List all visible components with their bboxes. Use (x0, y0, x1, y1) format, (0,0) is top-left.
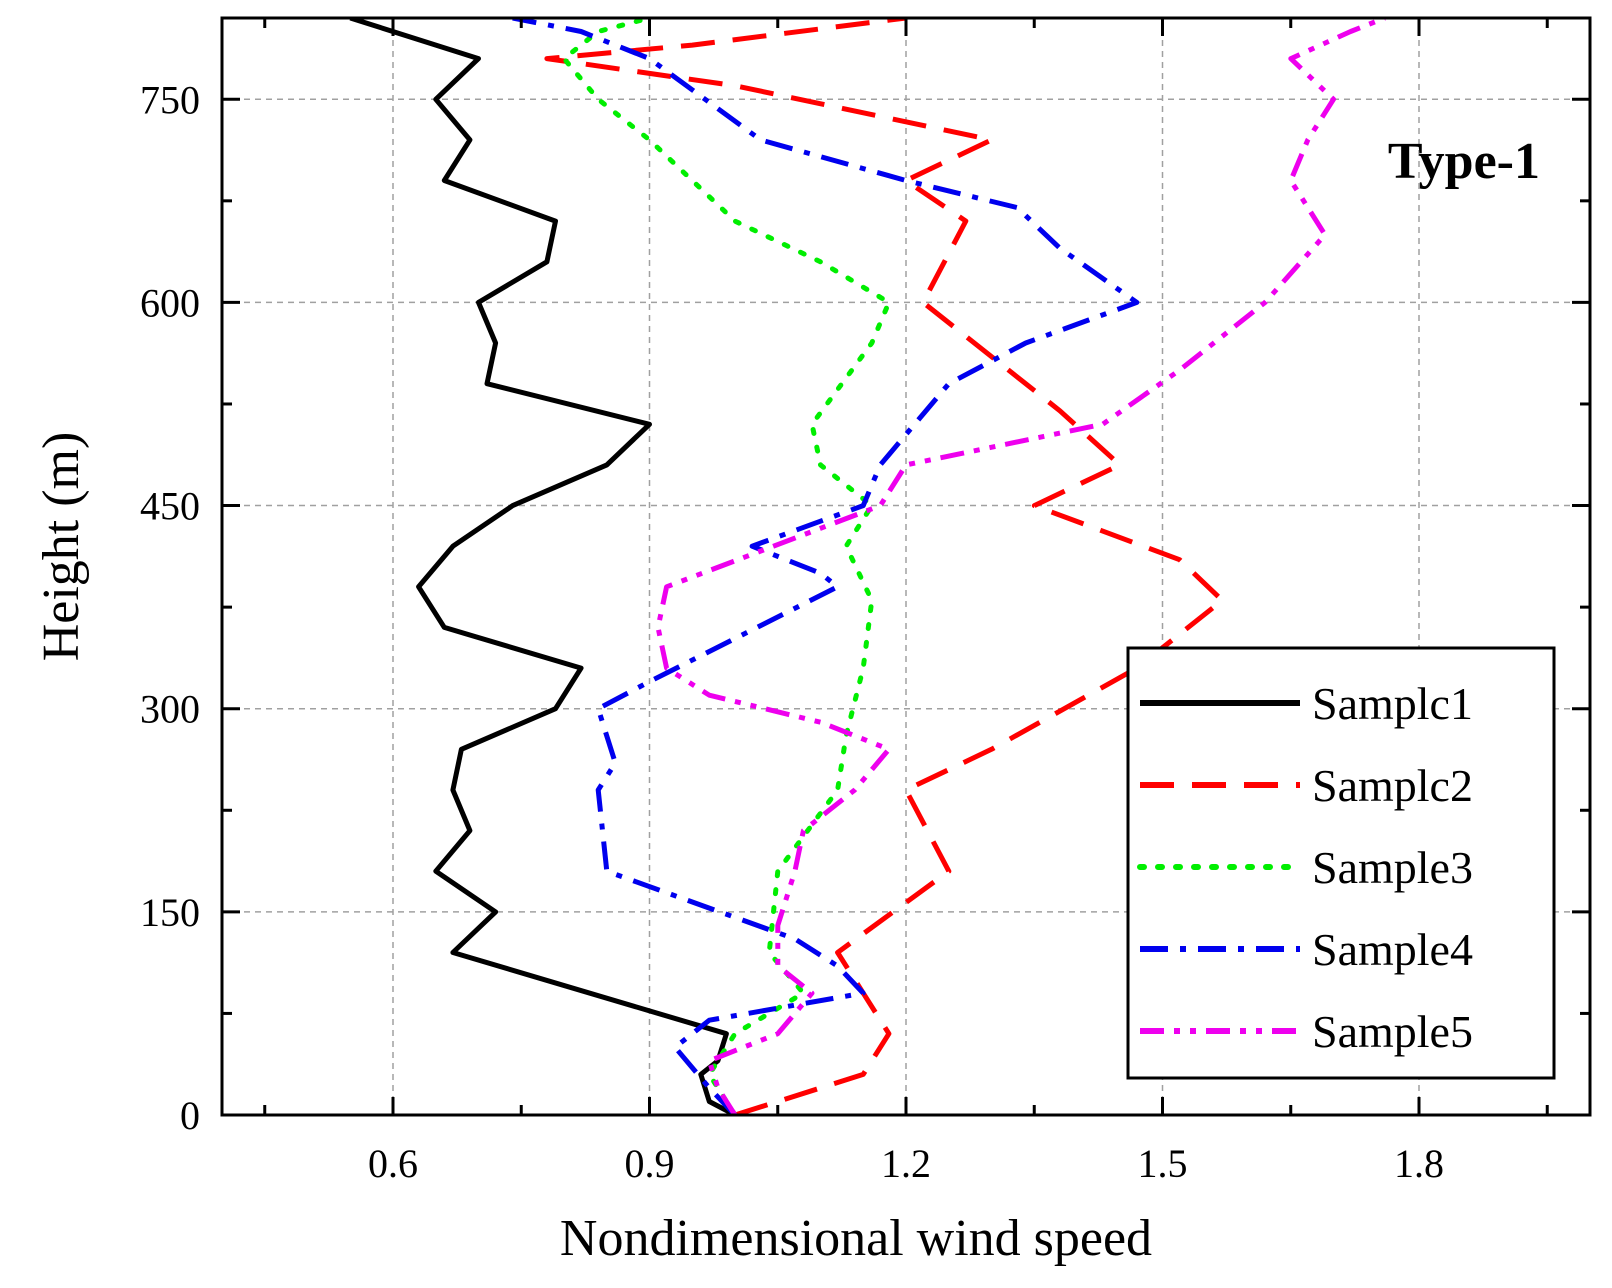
series-line-4 (512, 18, 1140, 1115)
y-tick-label: 600 (140, 280, 200, 325)
series-line-5 (655, 18, 1386, 1115)
x-tick-label: 0.9 (625, 1141, 675, 1186)
series-line-3 (561, 18, 892, 1115)
legend-box (1126, 646, 1556, 1080)
type-annotation: Type-1 (1388, 133, 1540, 190)
legend-label-5: Sample5 (1312, 1006, 1473, 1057)
legend-label-3: Sample3 (1312, 842, 1473, 893)
series-line-1 (349, 18, 737, 1115)
x-axis-label: Nondimensional wind speed (560, 1210, 1152, 1267)
series-line-2 (544, 18, 1225, 1115)
legend-label-2: Samplc2 (1312, 760, 1473, 811)
x-tick-label: 1.5 (1138, 1141, 1188, 1186)
x-tick-label: 1.8 (1394, 1141, 1444, 1186)
x-tick-label: 1.2 (881, 1141, 931, 1186)
y-tick-label: 150 (140, 890, 200, 935)
y-axis-label: Height (m) (33, 432, 90, 662)
axis-ticks: 0.6 0.9 1.2 1.5 1.8 0 150 300 450 600 750 (140, 18, 1590, 1186)
legend-label-1: Samplc1 (1312, 678, 1473, 729)
x-tick-label: 0.6 (368, 1141, 418, 1186)
y-tick-label: 750 (140, 77, 200, 122)
legend: Samplc1 Samplc2 Sample3 Sample4 Sample5 (1126, 646, 1556, 1080)
y-tick-label: 0 (180, 1093, 200, 1138)
y-tick-label: 300 (140, 687, 200, 732)
legend-label-4: Sample4 (1312, 924, 1473, 975)
y-tick-label: 450 (140, 484, 200, 529)
series-layer (349, 18, 1386, 1115)
